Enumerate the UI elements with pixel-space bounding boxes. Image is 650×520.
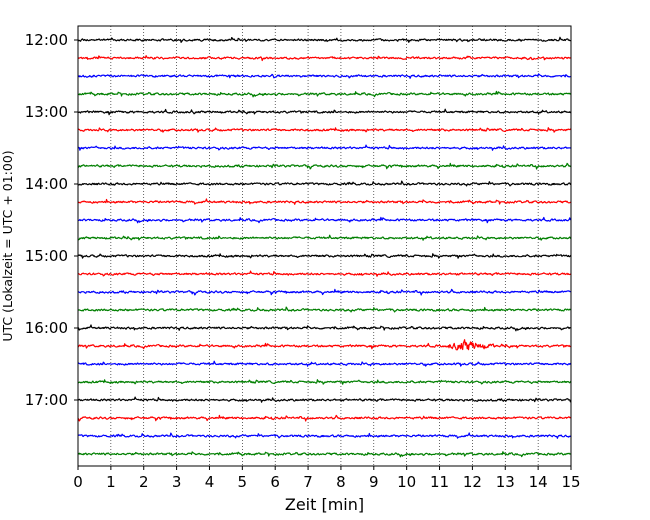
trace-1230 [77,73,572,79]
trace-1215 [77,55,572,62]
y-tick-label: 15:00 [25,247,68,265]
x-tick-label: 14 [529,473,548,491]
trace-1400 [77,180,572,187]
trace-1330 [77,144,572,151]
trace-1545 [77,306,572,313]
x-tick-label: 0 [73,473,83,491]
y-tick-label: 12:00 [25,31,68,49]
x-axis-label: Zeit [min] [285,495,364,514]
trace-1515 [77,270,572,277]
trace-1245 [77,90,572,98]
trace-1415 [77,198,572,205]
plot-frame [77,25,572,467]
trace-1315 [77,127,572,133]
trace-1600 [77,324,572,332]
x-tick-label: 2 [139,473,149,491]
x-tick-label: 8 [336,473,346,491]
trace-1645 [77,379,572,385]
trace-1300 [77,108,572,116]
trace-1200 [77,36,572,44]
trace-1500 [77,253,572,259]
trace-1615 [77,339,572,351]
x-tick-label: 4 [205,473,215,491]
x-tick-label: 13 [496,473,515,491]
trace-1445 [77,234,572,241]
x-tick-label: 10 [397,473,416,491]
x-tick-label: 12 [463,473,482,491]
traces-group [77,36,572,458]
trace-1730 [77,432,572,439]
y-axis-ticks: 12:00 13:00 14:00 15:00 16:00 17:00 [25,31,78,409]
trace-1345 [77,162,572,170]
x-tick-label: 9 [369,473,379,491]
grid-lines [110,26,539,466]
x-tick-label: 5 [238,473,248,491]
trace-1745 [77,451,572,458]
x-tick-label: 1 [106,473,116,491]
trace-1700 [77,396,572,403]
y-tick-label: 14:00 [25,175,68,193]
trace-1630 [77,360,572,367]
y-tick-label: 17:00 [25,391,68,409]
trace-1530 [77,288,572,296]
trace-1430 [77,216,572,224]
x-tick-label: 7 [303,473,313,491]
x-tick-label: 6 [270,473,280,491]
trace-1715 [77,414,572,422]
x-tick-label: 3 [172,473,182,491]
y-axis-label: UTC (Lokalzeit = UTC + 01:00) [0,150,15,341]
x-axis-ticks: 0 1 2 3 4 5 6 7 8 9 10 11 12 13 14 15 [73,466,581,491]
x-tick-label: 15 [561,473,580,491]
y-tick-label: 16:00 [25,319,68,337]
x-tick-label: 11 [430,473,449,491]
y-tick-label: 13:00 [25,103,68,121]
